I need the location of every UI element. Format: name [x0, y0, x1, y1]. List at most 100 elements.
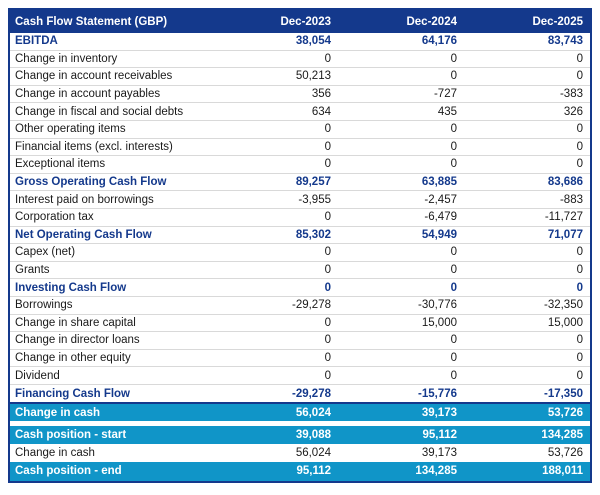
- row-label: Interest paid on borrowings: [15, 193, 154, 206]
- cell-value: -6,479: [424, 211, 457, 224]
- cell-value: 64,176: [421, 35, 457, 48]
- cell-value: 326: [563, 105, 583, 118]
- cell-value: 54,949: [421, 228, 457, 241]
- table-row: Change in share capital 0 15,000 15,000: [10, 314, 590, 333]
- table-row: Financial items (excl. interests) 0 0 0: [10, 138, 590, 157]
- table-row: Capex (net) 0 0 0: [10, 244, 590, 262]
- row-label: Dividend: [15, 369, 60, 382]
- table-row: Interest paid on borrowings -3,955 -2,457 -…: [10, 191, 590, 209]
- cell-value: 0: [576, 123, 583, 136]
- cell-value: 0: [576, 334, 583, 347]
- table-row: Change in director loans 0 0 0: [10, 332, 590, 350]
- table-row: Cash position - end 95,112 134,285 188,011: [10, 462, 590, 481]
- row-label: Investing Cash Flow: [15, 281, 127, 294]
- cell-value: 0: [576, 52, 583, 65]
- cell-value: 56,024: [295, 447, 331, 460]
- row-label: Capex (net): [15, 246, 76, 259]
- cell-value: 89,257: [295, 176, 331, 189]
- table-row: Other operating items 0 0 0: [10, 120, 590, 139]
- cell-value: 435: [437, 105, 457, 118]
- row-label: Cash position - start: [15, 429, 127, 442]
- cell-value: 0: [324, 369, 331, 382]
- cash-flow-statement-table: Cash Flow Statement (GBP) Dec-2023 Dec-2…: [8, 8, 592, 483]
- column-header-dec-2024: Dec-2024: [406, 15, 457, 28]
- cell-value: 0: [450, 52, 457, 65]
- cell-value: 0: [450, 281, 457, 294]
- cell-value: -32,350: [543, 299, 583, 312]
- cell-value: 39,088: [295, 429, 331, 442]
- table-row: Corporation tax 0 -6,479 -11,727: [10, 208, 590, 227]
- row-label: Grants: [15, 264, 50, 277]
- table-row: EBITDA 38,054 64,176 83,743: [10, 33, 590, 51]
- table-row: Change in inventory 0 0 0: [10, 50, 590, 69]
- cell-value: 0: [324, 281, 331, 294]
- cell-value: -30,776: [417, 299, 457, 312]
- row-label: Change in share capital: [15, 316, 136, 329]
- cell-value: 0: [576, 70, 583, 83]
- table-row: Change in account payables 356 -727 -383: [10, 85, 590, 104]
- row-label: Other operating items: [15, 123, 126, 136]
- cell-value: 0: [576, 369, 583, 382]
- cell-value: 134,285: [541, 429, 583, 442]
- row-label: Change in account payables: [15, 88, 161, 101]
- cell-value: 0: [324, 158, 331, 171]
- cell-value: 38,054: [295, 35, 331, 48]
- cell-value: 0: [450, 246, 457, 259]
- table-row: Exceptional items 0 0 0: [10, 156, 590, 174]
- table-row: Borrowings -29,278 -30,776 -32,350: [10, 296, 590, 315]
- cell-value: 39,173: [421, 447, 457, 460]
- cell-value: -383: [559, 88, 583, 101]
- table-row: Change in cash 56,024 39,173 53,726: [10, 402, 590, 421]
- cell-value: 0: [576, 351, 583, 364]
- row-spacer: [10, 420, 590, 426]
- row-label: Change in director loans: [15, 334, 140, 347]
- cell-value: 0: [576, 140, 583, 153]
- row-label: Financing Cash Flow: [15, 387, 131, 400]
- cell-value: 0: [450, 351, 457, 364]
- table-row: Net Operating Cash Flow 85,302 54,949 71,07…: [10, 226, 590, 245]
- cell-value: 71,077: [547, 228, 583, 241]
- cell-value: 50,213: [295, 70, 331, 83]
- table-row: Change in fiscal and social debts 634 435 3…: [10, 103, 590, 121]
- cell-value: -2,457: [424, 193, 457, 206]
- row-label: Exceptional items: [15, 158, 106, 171]
- cell-value: 15,000: [547, 316, 583, 329]
- cell-value: 15,000: [421, 316, 457, 329]
- row-label: Gross Operating Cash Flow: [15, 176, 167, 189]
- row-label: Change in account receivables: [15, 70, 173, 83]
- row-label: Financial items (excl. interests): [15, 140, 173, 153]
- table-row: Grants 0 0 0: [10, 261, 590, 280]
- row-label: Borrowings: [15, 299, 73, 312]
- cell-value: 39,173: [421, 406, 457, 419]
- table-row: Financing Cash Flow -29,278 -15,776 -17,350: [10, 384, 590, 403]
- cell-value: 0: [324, 211, 331, 224]
- table-row: Cash position - start 39,088 95,112 134,285: [10, 425, 590, 445]
- cell-value: -883: [559, 193, 583, 206]
- cell-value: 0: [324, 351, 331, 364]
- cell-value: 0: [450, 140, 457, 153]
- cell-value: -727: [433, 88, 457, 101]
- cell-value: -17,350: [543, 387, 583, 400]
- cell-value: 188,011: [542, 465, 583, 478]
- row-label: Change in cash: [15, 447, 95, 460]
- row-label: Change in inventory: [15, 52, 118, 65]
- cell-value: 0: [576, 158, 583, 171]
- cell-value: 63,885: [421, 176, 457, 189]
- cell-value: 0: [576, 281, 583, 294]
- cell-value: 0: [450, 70, 457, 83]
- table-row: Change in account receivables 50,213 0 0: [10, 68, 590, 86]
- cell-value: 83,743: [547, 35, 583, 48]
- row-label: EBITDA: [15, 35, 58, 48]
- cell-value: 0: [450, 158, 457, 171]
- cell-value: -11,727: [544, 211, 583, 224]
- cell-value: 0: [324, 264, 331, 277]
- cell-value: 0: [450, 264, 457, 277]
- table-row: Gross Operating Cash Flow 89,257 63,885 83,…: [10, 173, 590, 192]
- cell-value: 95,112: [296, 465, 331, 478]
- cell-value: 83,686: [547, 176, 583, 189]
- row-label: Cash position - end: [15, 465, 122, 478]
- cell-value: 0: [324, 246, 331, 259]
- row-label: Corporation tax: [15, 211, 94, 224]
- cell-value: 0: [576, 264, 583, 277]
- table-row: Investing Cash Flow 0 0 0: [10, 279, 590, 297]
